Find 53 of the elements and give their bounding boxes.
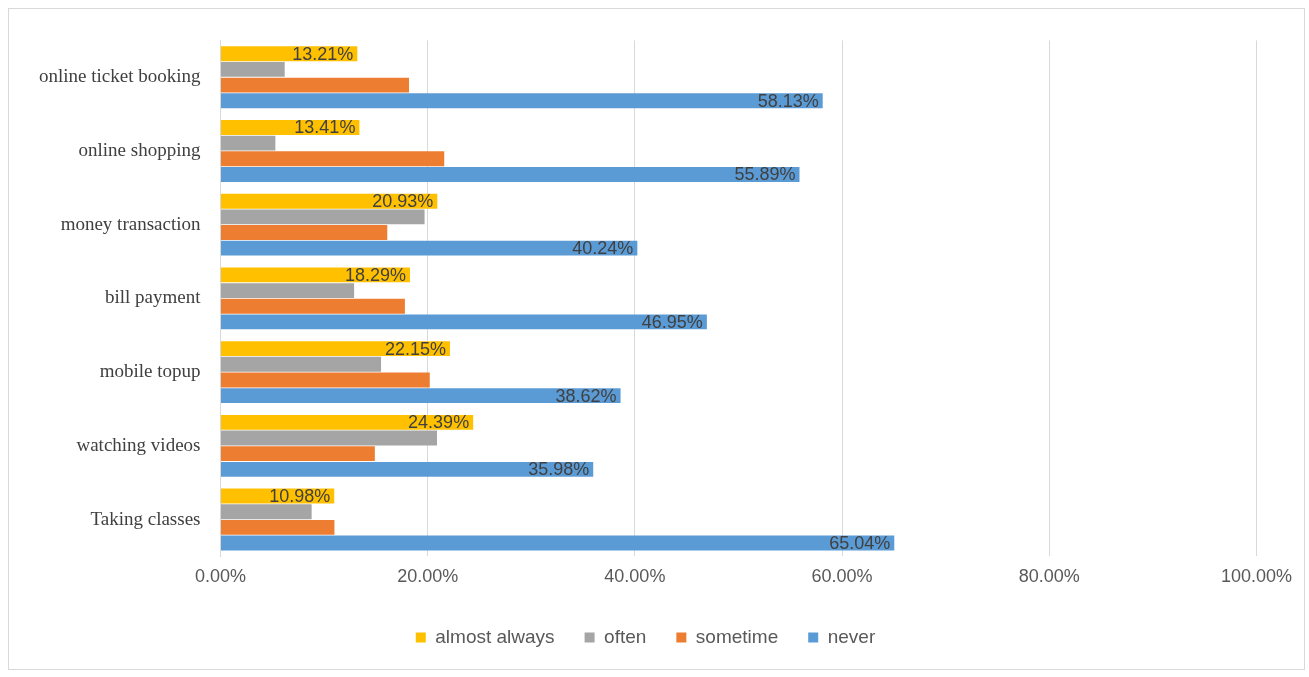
- data-label: 24.39%: [408, 412, 470, 433]
- y-tick-label: online shopping: [78, 138, 201, 160]
- x-tick-label: 80.00%: [1018, 566, 1080, 587]
- data-label: 22.15%: [384, 338, 446, 359]
- bar: [220, 314, 707, 330]
- data-label: 55.89%: [734, 164, 796, 185]
- bar: [220, 372, 430, 388]
- x-tick-label: 20.00%: [397, 566, 459, 587]
- data-label: 58.13%: [757, 90, 819, 111]
- x-tick-label: 100.00%: [1220, 566, 1292, 587]
- bar: [220, 151, 445, 167]
- bar: [220, 388, 621, 404]
- x-tick-label: 60.00%: [811, 566, 873, 587]
- legend-label: never: [827, 625, 876, 647]
- bar: [220, 77, 410, 93]
- bar: [220, 167, 800, 182]
- bar: [220, 535, 895, 551]
- bar: [220, 430, 437, 446]
- y-tick-label: money transaction: [60, 212, 201, 234]
- data-label: 40.24%: [572, 238, 634, 259]
- data-label: 46.95%: [641, 311, 703, 332]
- bar: [220, 135, 276, 151]
- bar: [220, 356, 382, 372]
- bar: [220, 414, 474, 430]
- y-tick-label: mobile topup: [99, 360, 201, 382]
- x-tick-label: 0.00%: [194, 566, 246, 587]
- data-label: 13.41%: [294, 117, 356, 138]
- bar: [220, 504, 312, 520]
- y-tick-label: watching videos: [76, 433, 201, 455]
- bar: [220, 298, 405, 314]
- data-label: 20.93%: [372, 191, 434, 212]
- y-tick-label: online ticket booking: [38, 65, 201, 87]
- y-tick-label: bill payment: [104, 286, 202, 308]
- data-label: 13.21%: [292, 43, 354, 64]
- legend-label: often: [604, 625, 647, 647]
- data-label: 10.98%: [269, 486, 331, 507]
- legend-label: sometime: [695, 625, 779, 647]
- bar: [220, 209, 425, 225]
- bar: [220, 93, 823, 109]
- data-label: 38.62%: [555, 385, 617, 406]
- legend-label: almost always: [435, 625, 555, 647]
- bar: [220, 446, 375, 462]
- bar: [220, 461, 594, 477]
- data-label: 18.29%: [344, 264, 406, 285]
- bar: [220, 61, 285, 77]
- y-tick-label: Taking classes: [90, 507, 201, 529]
- x-tick-label: 40.00%: [604, 566, 666, 587]
- bar: [220, 283, 355, 299]
- bar: [220, 225, 388, 240]
- data-label: 65.04%: [829, 533, 891, 554]
- data-label: 35.98%: [528, 459, 590, 480]
- bar: [220, 519, 335, 535]
- bar: [220, 240, 638, 256]
